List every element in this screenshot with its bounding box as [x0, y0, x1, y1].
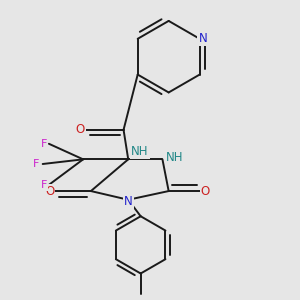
Text: N: N — [198, 32, 207, 45]
Text: N: N — [124, 195, 133, 208]
Text: F: F — [33, 159, 39, 169]
Text: NH: NH — [166, 151, 183, 164]
Text: F: F — [41, 180, 47, 190]
Text: O: O — [75, 123, 85, 136]
Text: O: O — [45, 184, 54, 198]
Text: NH: NH — [131, 145, 149, 158]
Text: O: O — [201, 184, 210, 198]
Text: F: F — [41, 139, 47, 149]
